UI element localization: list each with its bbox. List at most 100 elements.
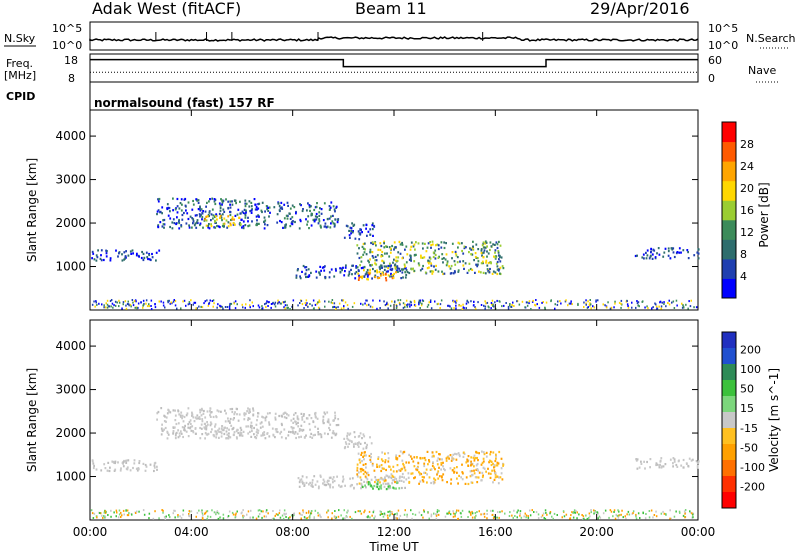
power-echo-point	[511, 304, 513, 306]
power-echo-point	[242, 227, 245, 230]
power-echo-point	[212, 305, 214, 308]
velocity-echo-point	[475, 476, 478, 479]
power-echo-point	[339, 267, 341, 270]
velocity-echo-point	[407, 472, 410, 475]
power-echo-point	[394, 300, 396, 303]
velocity-echo-point	[211, 428, 213, 431]
velocity-echo-point	[332, 486, 334, 489]
velocity-echo-point	[442, 461, 444, 464]
power-echo-point	[427, 261, 430, 264]
velocity-echo-point	[239, 432, 242, 435]
power-echo-point	[244, 199, 247, 202]
velocity-echo-point	[387, 460, 390, 463]
power-echo-point	[607, 301, 609, 304]
velocity-echo-point	[255, 437, 258, 440]
power-echo-point	[289, 212, 291, 215]
power-echo-point	[324, 222, 327, 225]
power-echo-point	[266, 300, 268, 303]
power-echo-point	[381, 250, 384, 254]
power-echo-point	[324, 265, 326, 268]
velocity-echo-point	[469, 475, 472, 478]
velocity-echo-point	[358, 441, 360, 444]
velocity-echo-point	[404, 486, 406, 489]
power-echo-point	[503, 304, 505, 307]
velocity-echo-point	[467, 516, 469, 518]
power-echo-point	[687, 307, 689, 310]
power-echo-point	[145, 302, 147, 305]
velocity-echo-point	[421, 479, 424, 482]
power-echo-point	[634, 254, 637, 258]
power-echo-point	[274, 301, 277, 304]
velocity-echo-point	[195, 432, 197, 435]
power-echo-point	[231, 218, 234, 221]
power-echo-point	[236, 213, 239, 216]
power-echo-point	[162, 301, 165, 304]
power-echo-point	[103, 304, 105, 307]
power-echo-point	[299, 302, 301, 304]
velocity-echo-point	[635, 458, 638, 461]
velocity-echo-point	[300, 517, 302, 520]
power-echo-point	[487, 252, 490, 255]
power-echo-point	[121, 307, 123, 310]
power-echo-point	[443, 246, 446, 250]
velocity-echo-point	[232, 513, 235, 516]
power-echo-point	[418, 303, 420, 306]
velocity-echo-point	[201, 433, 204, 436]
power-echo-point	[499, 244, 502, 247]
power-echo-point	[280, 221, 283, 224]
power-echo-point	[312, 218, 315, 221]
power-echo-point	[167, 301, 169, 304]
velocity-echo-point	[243, 418, 246, 421]
power-echo-point	[496, 246, 499, 250]
power-echo-point	[347, 274, 350, 277]
power-echo-point	[248, 205, 251, 208]
velocity-echo-point	[351, 517, 353, 520]
power-echo-point	[590, 303, 592, 306]
power-echo-point	[175, 207, 177, 210]
power-echo-point	[454, 252, 457, 255]
power-echo-point	[346, 304, 349, 307]
power-echo-point	[216, 218, 218, 221]
velocity-echo-point	[361, 437, 363, 440]
velocity-echo-point	[202, 514, 204, 516]
power-echo-point	[305, 304, 307, 306]
velocity-echo-point	[292, 417, 295, 420]
power-echo-point	[367, 278, 369, 281]
power-echo-point	[656, 252, 658, 255]
power-echo-point	[200, 305, 202, 308]
power-echo-point	[191, 208, 194, 211]
velocity-echo-point	[452, 515, 455, 518]
velocity-echo-point	[257, 515, 260, 518]
power-echo-point	[280, 201, 283, 204]
velocity-echo-point	[190, 510, 193, 513]
velocity-echo-point	[364, 484, 366, 487]
power-echo-point	[475, 263, 477, 266]
velocity-echo-point	[416, 466, 419, 469]
velocity-echo-point	[144, 463, 147, 467]
velocity-echo-point	[475, 514, 477, 517]
velocity-echo-point	[597, 512, 600, 515]
power-echo-point	[218, 226, 221, 229]
velocity-echo-point	[441, 479, 444, 482]
velocity-echo-point	[387, 510, 389, 513]
velocity-echo-point	[201, 418, 204, 421]
power-echo-point	[358, 256, 361, 260]
power-echo-point	[513, 305, 515, 307]
power-echo-point	[208, 227, 211, 230]
power-echo-point	[205, 224, 208, 227]
velocity-echo-point	[562, 510, 565, 513]
velocity-echo-point	[448, 457, 450, 460]
power-echo-point	[178, 221, 181, 225]
power-echo-point	[142, 306, 144, 309]
velocity-echo-point	[363, 451, 366, 454]
velocity-echo-point	[360, 482, 363, 485]
velocity-echo-point	[446, 456, 449, 459]
power-echo-point	[446, 262, 449, 265]
velocity-echo-point	[175, 431, 178, 434]
power-echo-point	[225, 198, 227, 201]
velocity-echo-point	[384, 461, 387, 464]
power-echo-point	[244, 306, 246, 309]
velocity-echo-point	[581, 514, 583, 516]
power-echo-point	[646, 254, 649, 257]
velocity-echo-point	[436, 471, 439, 475]
